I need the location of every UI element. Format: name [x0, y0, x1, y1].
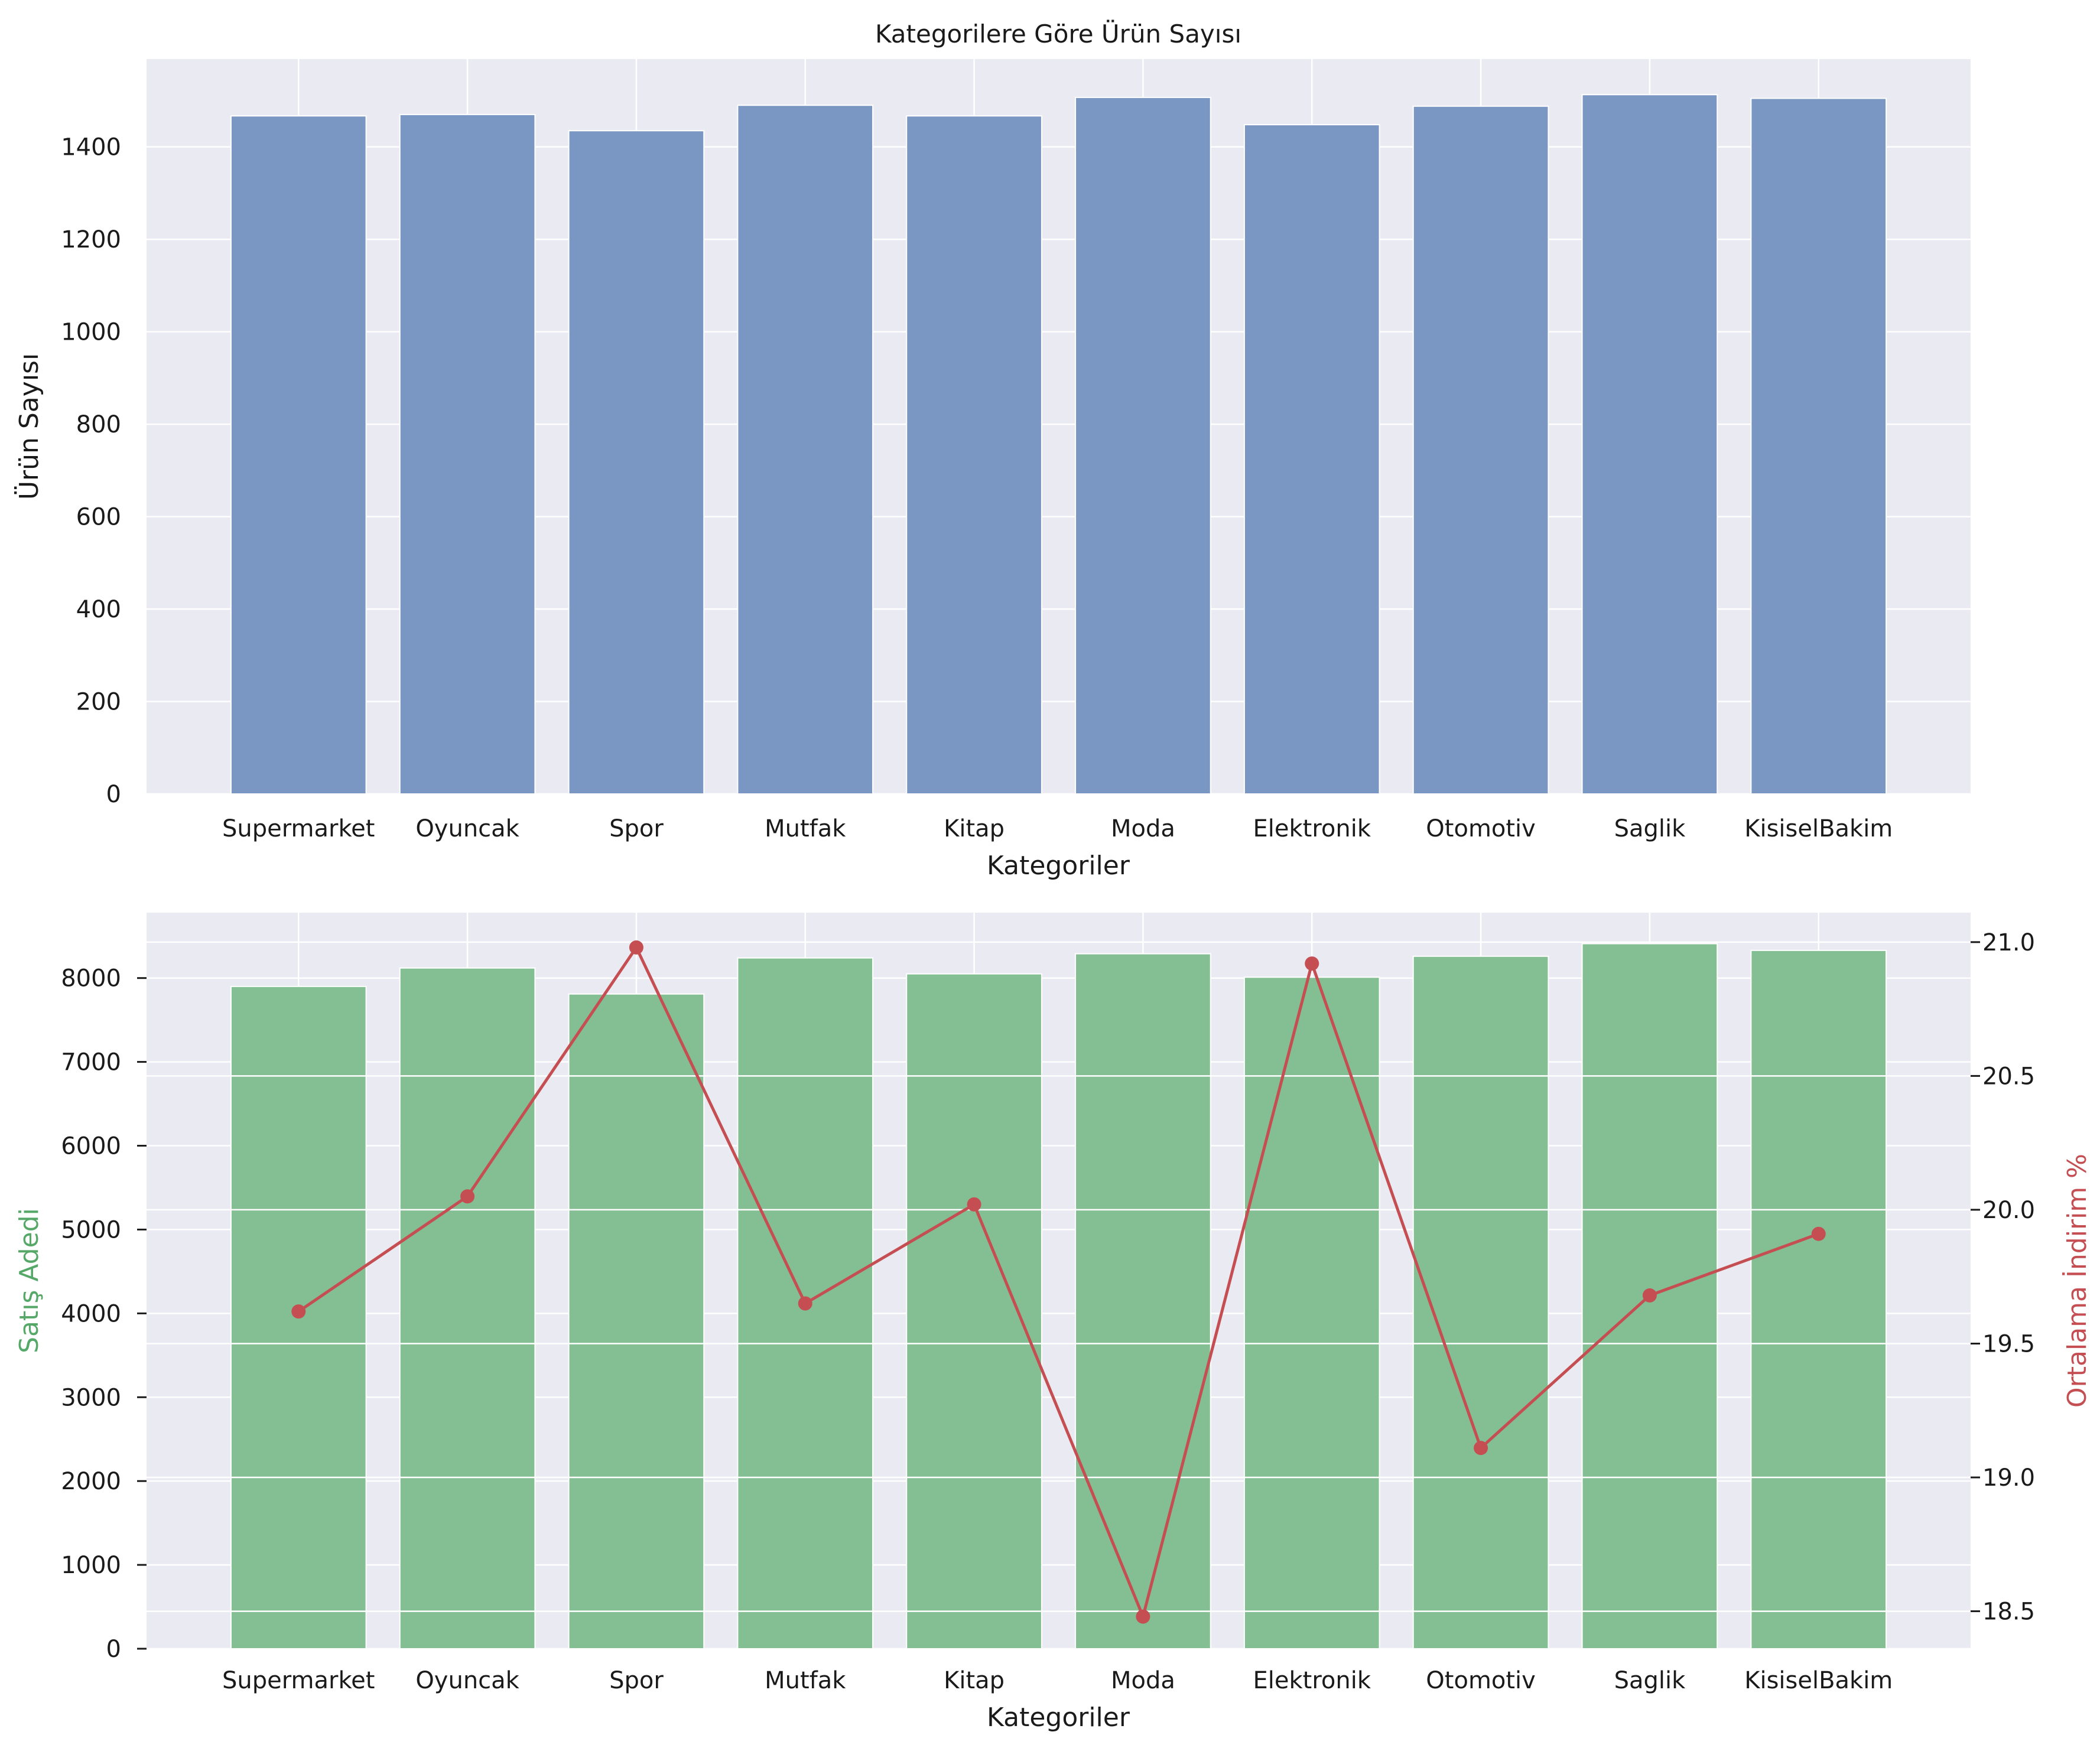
bottom-y2-tick-label: 20.0 — [1982, 1197, 2035, 1224]
bottom-y2-tick-label: 21.0 — [1982, 929, 2035, 956]
discount-point-otomotiv — [1474, 1441, 1488, 1456]
bottom-x-tick-label: Spor — [609, 1667, 664, 1694]
bottom-y2-tick-label: 19.0 — [1982, 1464, 2035, 1492]
bottom-y-tick-label: 0 — [106, 1636, 121, 1663]
top-x-tick-label: Moda — [1111, 815, 1175, 842]
bottom-y-axis-label: Satış Adedi — [14, 1208, 44, 1353]
top-x-tick-label: KisiselBakim — [1744, 815, 1893, 842]
bar-elektronik — [1243, 124, 1380, 795]
bottom-y2-axis-label: Ortalama İndirim % — [2062, 1154, 2092, 1408]
bottom-y2-tick-label: 18.5 — [1982, 1599, 2035, 1626]
discount-point-spor — [629, 940, 643, 955]
bottom-y-tick-label: 7000 — [61, 1049, 121, 1076]
top-chart-title: Kategorilere Göre Ürün Sayısı — [875, 19, 1241, 48]
bottom-y-tick-label: 2000 — [61, 1468, 121, 1495]
top-x-tick-label: Saglik — [1614, 815, 1686, 842]
bar-kitap — [906, 115, 1042, 795]
discount-point-kitap — [967, 1197, 981, 1212]
top-x-tick-label: Spor — [609, 815, 664, 842]
bar-oyuncak — [399, 113, 536, 795]
bottom-x-tick-label: Supermarket — [222, 1667, 375, 1694]
top-x-tick-label: Supermarket — [222, 815, 375, 842]
bottom-x-tick-label: Oyuncak — [415, 1667, 519, 1694]
bottom-x-tick-label: Otomotiv — [1426, 1667, 1536, 1694]
bar-saglik — [1581, 94, 1718, 795]
bar-supermarket — [230, 115, 367, 795]
sales-bar-kisiselbakim — [1750, 949, 1887, 1649]
bottom-y-tick-label: 1000 — [61, 1552, 121, 1579]
discount-line — [297, 946, 1819, 1619]
bottom-x-axis-label: Kategoriler — [987, 1702, 1130, 1733]
bar-spor — [568, 130, 705, 795]
top-y-tick-label: 0 — [106, 781, 121, 808]
top-y-tick-label: 1000 — [61, 319, 121, 346]
top-y-tick-label: 400 — [76, 596, 121, 623]
top-y-tick-label: 1400 — [61, 134, 121, 161]
top-y-tick-label: 600 — [76, 504, 121, 531]
top-x-tick-label: Kitap — [944, 815, 1005, 842]
top-x-tick-label: Otomotiv — [1426, 815, 1536, 842]
bottom-x-tick-label: Moda — [1111, 1667, 1175, 1694]
bottom-x-tick-label: Kitap — [944, 1667, 1005, 1694]
sales-bar-otomotiv — [1412, 955, 1549, 1649]
bottom-y2-tick-label: 20.5 — [1982, 1063, 2035, 1090]
discount-point-kisiselbakim — [1811, 1226, 1826, 1241]
sales-bar-oyuncak — [399, 967, 536, 1649]
top-chart: 0 200 400 600 800 1000 1200 1400 Supermarket Oyu… — [14, 19, 1971, 881]
discount-point-saglik — [1642, 1288, 1657, 1303]
bottom-y-tick-label: 3000 — [61, 1384, 121, 1411]
top-x-tick-label: Mutfak — [765, 815, 846, 842]
bottom-chart: 0 1000 2000 3000 4000 5000 6000 7000 8000 18.5 19… — [14, 913, 2092, 1733]
bar-moda — [1075, 96, 1211, 795]
top-y-tick-label: 200 — [76, 689, 121, 716]
bottom-x-tick-label: Elektronik — [1253, 1667, 1371, 1694]
discount-point-mutfak — [798, 1296, 812, 1311]
bottom-x-tick-label: KisiselBakim — [1744, 1667, 1893, 1694]
bottom-y-tick-label: 4000 — [61, 1300, 121, 1327]
bar-otomotiv — [1412, 105, 1549, 795]
bar-mutfak — [737, 105, 874, 795]
top-x-tick-label: Elektronik — [1253, 815, 1371, 842]
discount-point-supermarket — [291, 1304, 306, 1319]
sales-bar-spor — [568, 993, 705, 1649]
discount-point-oyuncak — [460, 1189, 475, 1204]
bottom-y-tick-label: 8000 — [61, 965, 121, 992]
bottom-y-tick-label: 6000 — [61, 1133, 121, 1160]
discount-point-elektronik — [1305, 956, 1319, 971]
top-x-tick-label: Oyuncak — [415, 815, 519, 842]
bar-kisiselbakim — [1750, 97, 1887, 795]
top-y-tick-label: 1200 — [61, 226, 121, 253]
top-x-axis-label: Kategoriler — [987, 851, 1130, 881]
discount-point-moda — [1136, 1609, 1150, 1624]
sales-bar-elektronik — [1243, 976, 1380, 1649]
sales-bar-kitap — [906, 973, 1042, 1649]
sales-bar-moda — [1075, 953, 1211, 1649]
top-y-axis-label: Ürün Sayısı — [14, 353, 44, 500]
bottom-x-tick-label: Saglik — [1614, 1667, 1686, 1694]
bottom-x-tick-label: Mutfak — [765, 1667, 846, 1694]
bottom-y2-tick-label: 19.5 — [1982, 1330, 2035, 1357]
top-y-tick-label: 800 — [76, 411, 121, 438]
bottom-y-tick-label: 5000 — [61, 1216, 121, 1243]
